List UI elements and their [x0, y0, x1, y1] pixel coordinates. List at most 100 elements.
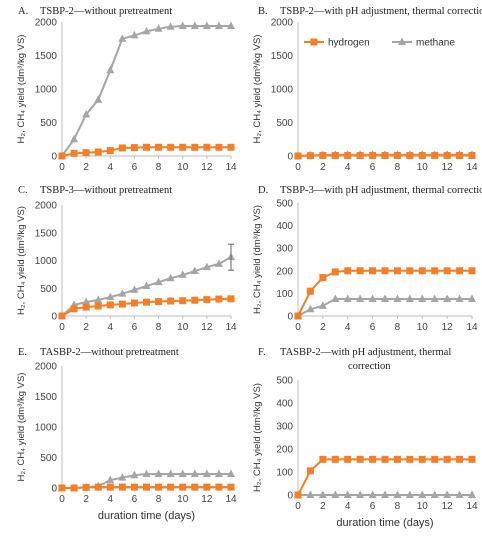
- data-point-hydrogen: [191, 296, 199, 304]
- data-point-methane: [166, 22, 175, 30]
- data-point-hydrogen: [118, 144, 126, 152]
- data-point-hydrogen: [393, 455, 401, 463]
- data-point-hydrogen: [167, 483, 175, 491]
- y-tick-label: 2000: [271, 18, 294, 29]
- data-point-hydrogen: [468, 267, 476, 275]
- x-tick-label: 14: [466, 322, 478, 333]
- data-point-hydrogen: [319, 274, 327, 282]
- panel-letter: E.: [18, 347, 27, 358]
- data-point-hydrogen: [369, 455, 377, 463]
- data-point-hydrogen: [94, 483, 102, 491]
- y-axis-label: H₂, CH₄ yield (dm³/kg VS): [252, 383, 263, 492]
- series-line-hydrogen: [297, 458, 472, 496]
- data-point-hydrogen: [155, 483, 163, 491]
- x-tick-label: 8: [395, 162, 401, 173]
- x-tick-label: 14: [225, 322, 237, 333]
- data-point-hydrogen: [82, 303, 90, 311]
- data-point-hydrogen: [130, 144, 138, 152]
- data-point-methane: [130, 470, 139, 479]
- x-tick-label: 8: [156, 162, 162, 173]
- data-point-methane: [142, 469, 151, 477]
- x-tick-label: 12: [442, 322, 454, 333]
- x-tick-label: 14: [466, 162, 478, 173]
- panel-letter: C.: [18, 185, 28, 196]
- data-point-hydrogen: [344, 267, 352, 275]
- data-point-methane: [393, 294, 402, 303]
- data-point-methane: [214, 21, 223, 30]
- x-tick-label: 12: [201, 322, 213, 333]
- y-tick-label: 1500: [35, 228, 58, 239]
- data-point-hydrogen: [106, 301, 114, 309]
- data-point-hydrogen: [443, 267, 451, 275]
- data-point-methane: [94, 95, 103, 103]
- x-tick-label: 0: [295, 162, 301, 173]
- x-tick-label: 6: [132, 494, 138, 505]
- data-point-hydrogen: [431, 151, 439, 159]
- panel-title: TASBP-2—with pH adjustment, thermal: [280, 347, 451, 358]
- data-point-hydrogen: [70, 305, 78, 313]
- data-point-hydrogen: [306, 287, 314, 295]
- data-point-methane: [331, 490, 340, 498]
- y-tick-label: 2000: [35, 18, 58, 29]
- data-point-methane: [405, 294, 414, 303]
- x-tick-label: 14: [225, 162, 237, 173]
- legend-label-hydrogen: hydrogen: [328, 38, 370, 49]
- chart-panel: F. TASBP-2—with pH adjustment, thermal cor…: [252, 347, 478, 529]
- data-point-methane: [368, 294, 377, 303]
- data-point-methane: [318, 301, 327, 309]
- data-point-methane: [178, 469, 187, 477]
- x-tick-label: 10: [417, 322, 429, 333]
- x-axis-label: duration time (days): [336, 517, 433, 529]
- data-point-hydrogen: [143, 298, 150, 306]
- x-tick-label: 8: [156, 494, 162, 505]
- data-point-hydrogen: [167, 143, 175, 151]
- data-point-hydrogen: [179, 483, 187, 491]
- data-point-hydrogen: [306, 467, 314, 475]
- data-point-hydrogen: [215, 483, 223, 491]
- x-tick-label: 10: [417, 162, 429, 173]
- data-point-hydrogen: [130, 483, 138, 491]
- x-tick-label: 2: [83, 494, 89, 505]
- data-point-methane: [142, 26, 151, 35]
- data-point-hydrogen: [306, 152, 314, 160]
- data-point-hydrogen: [456, 151, 464, 159]
- x-axis-label: duration time (days): [98, 510, 195, 522]
- x-tick-label: 0: [59, 494, 65, 505]
- data-point-hydrogen: [82, 149, 90, 157]
- x-tick-label: 6: [370, 501, 376, 512]
- data-point-hydrogen: [443, 151, 451, 159]
- data-point-hydrogen: [319, 455, 327, 463]
- data-point-hydrogen: [418, 455, 426, 463]
- y-tick-label: 100: [276, 289, 293, 300]
- data-point-methane: [190, 266, 199, 275]
- data-point-methane: [368, 490, 377, 498]
- data-point-methane: [154, 469, 163, 477]
- y-tick-label: 0: [287, 152, 293, 163]
- data-point-methane: [418, 294, 427, 303]
- data-point-methane: [214, 259, 223, 267]
- y-axis-label: H₂, CH₄ yield (dm³/kg VS): [252, 205, 263, 314]
- y-tick-label: 300: [276, 422, 293, 433]
- x-tick-label: 4: [345, 322, 351, 333]
- data-point-methane: [227, 21, 235, 30]
- y-tick-label: 300: [276, 244, 293, 255]
- data-point-hydrogen: [106, 483, 114, 491]
- data-point-hydrogen: [356, 151, 364, 159]
- data-point-methane: [214, 469, 223, 477]
- x-tick-label: 8: [395, 501, 401, 512]
- data-point-hydrogen: [130, 299, 138, 307]
- data-point-methane: [106, 65, 115, 74]
- data-point-methane: [106, 475, 115, 484]
- data-point-hydrogen: [179, 297, 187, 305]
- data-point-methane: [166, 273, 175, 282]
- data-point-hydrogen: [418, 151, 426, 159]
- data-point-hydrogen: [94, 302, 102, 310]
- data-point-hydrogen: [393, 151, 401, 159]
- y-tick-label: 500: [276, 118, 293, 129]
- y-tick-label: 1000: [35, 256, 58, 267]
- panel-title: TSBP-3—without pretreatment: [40, 185, 172, 196]
- data-point-methane: [468, 294, 476, 303]
- data-point-hydrogen: [155, 298, 163, 306]
- data-point-methane: [227, 469, 235, 477]
- x-tick-label: 2: [320, 162, 326, 173]
